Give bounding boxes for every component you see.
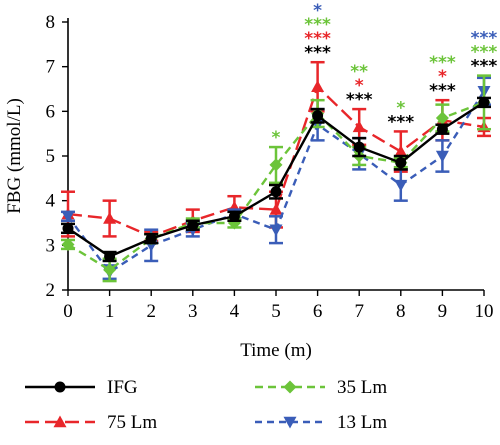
data-point [269, 224, 283, 237]
legend: IFG 35 Lm 75 Lm 13 Lm [25, 377, 387, 433]
y-tick-label: 3 [46, 235, 56, 256]
data-point [394, 179, 408, 192]
x-axis-title: Time (m) [240, 340, 312, 361]
x-tick-label: 1 [105, 301, 115, 322]
legend-item-75-lm: 75 Lm [25, 412, 157, 433]
legend-marker [283, 380, 297, 394]
legend-marker [283, 416, 297, 429]
y-tick-label: 2 [46, 280, 56, 301]
x-tick-label: 7 [354, 301, 364, 322]
y-tick-label: 7 [46, 57, 56, 78]
significance-stars: * [313, 1, 322, 21]
data-point [312, 110, 324, 122]
data-point [61, 211, 75, 223]
data-point [478, 96, 490, 108]
x-tick-label: 0 [63, 301, 73, 322]
x-tick-label: 3 [188, 301, 198, 322]
data-point [103, 212, 117, 224]
significance-stars: *** [304, 15, 331, 35]
y-tick-label: 8 [46, 12, 56, 33]
data-point [187, 219, 199, 231]
legend-label: IFG [107, 377, 138, 398]
data-point [103, 263, 117, 277]
significance-annotations: **************** ********************* [272, 1, 498, 148]
significance-stars: * [355, 76, 364, 96]
x-tick-label: 10 [475, 301, 494, 322]
y-axis-title: FBG (mmol/L) [4, 98, 25, 214]
y-tick-label: 5 [46, 146, 56, 167]
legend-label: 35 Lm [337, 377, 387, 398]
significance-stars: *** [471, 43, 498, 63]
significance-stars: *** [429, 81, 456, 101]
data-point [269, 158, 283, 172]
data-point [104, 251, 116, 262]
series-line [67, 84, 485, 238]
legend-label: 13 Lm [337, 412, 387, 433]
data-point [395, 157, 407, 169]
axes: 0 1 2 3 4 5 6 7 8 9 10 2 3 4 5 6 7 8 Time (m) FBG (mmol/L) [4, 12, 494, 361]
data-point [435, 111, 449, 125]
data-point [436, 123, 448, 135]
legend-label: 75 Lm [107, 412, 157, 433]
significance-stars: * [396, 98, 405, 118]
significance-stars: ** [350, 62, 368, 82]
data-point [435, 150, 449, 163]
significance-stars: *** [304, 43, 331, 63]
data-point [311, 80, 325, 92]
data-point [62, 222, 74, 234]
significance-stars: *** [346, 90, 373, 110]
y-tick-label: 6 [46, 101, 56, 122]
significance-stars: *** [304, 29, 331, 49]
significance-stars: *** [471, 57, 498, 77]
data-point [228, 210, 240, 222]
y-tick-label: 4 [46, 191, 56, 212]
x-tick-label: 6 [313, 301, 323, 322]
legend-item-35-lm: 35 Lm [255, 377, 387, 398]
series-layer [61, 60, 491, 283]
legend-item-ifg: IFG [25, 377, 138, 398]
legend-marker [54, 381, 66, 393]
data-point [353, 141, 365, 153]
series-ifg [61, 96, 491, 263]
data-point [352, 120, 366, 133]
significance-stars: * [272, 128, 281, 148]
significance-stars: *** [387, 112, 414, 132]
x-tick-label: 8 [396, 301, 406, 322]
significance-stars: *** [471, 29, 498, 49]
data-point [145, 233, 157, 245]
data-point [61, 237, 75, 251]
x-tick-label: 9 [438, 301, 448, 322]
data-point [269, 203, 283, 215]
data-point [394, 145, 408, 157]
x-tick-label: 5 [271, 301, 281, 322]
series-line [67, 101, 485, 272]
legend-marker [53, 415, 67, 428]
legend-item-13-lm: 13 Lm [255, 412, 387, 433]
x-tick-label: 4 [230, 301, 240, 322]
x-tick-label: 2 [146, 301, 156, 322]
significance-stars: *** [429, 53, 456, 73]
data-point [270, 186, 282, 198]
significance-stars: * [438, 67, 447, 87]
